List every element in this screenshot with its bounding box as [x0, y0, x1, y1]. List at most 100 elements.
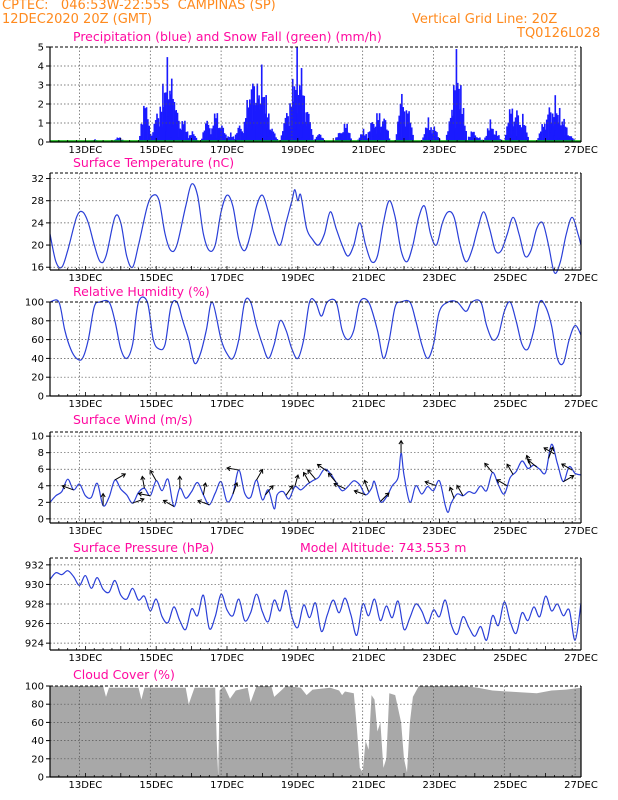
wind-arrow — [317, 464, 328, 472]
precip-bar — [432, 129, 434, 142]
precip-bar — [404, 127, 406, 142]
precip-bar — [489, 119, 492, 142]
precip-bar — [522, 113, 524, 142]
precip-bar — [465, 131, 467, 142]
precip-bar — [227, 136, 229, 142]
precip-bar — [262, 114, 265, 142]
precip-bar — [451, 118, 454, 142]
series-line — [49, 183, 582, 274]
precip-bar — [563, 118, 565, 142]
precip-bar — [485, 135, 488, 142]
precip-bar — [192, 134, 195, 142]
precip-bar — [284, 117, 287, 142]
precip-bar — [557, 138, 560, 142]
precip-bar — [518, 134, 520, 142]
precip-bar — [177, 137, 180, 142]
precip-bar — [410, 127, 413, 142]
precip-bar — [222, 127, 225, 142]
precip-bar — [317, 135, 319, 142]
precip-bar — [426, 128, 428, 142]
precip-bar — [231, 137, 233, 142]
precip-bar — [510, 113, 512, 142]
precip-bar — [477, 138, 480, 142]
precip-bar — [506, 126, 508, 142]
precip-bar — [241, 131, 244, 142]
precip-bar — [376, 113, 378, 142]
precip-bar — [298, 100, 300, 142]
precip-bar — [260, 64, 263, 142]
precip-bar — [234, 134, 237, 142]
precip-bar — [346, 123, 348, 142]
x-date-label: 25DEC — [493, 399, 527, 410]
precip-bar — [178, 132, 181, 142]
precip-bar — [169, 94, 172, 142]
precip-bar — [560, 129, 563, 142]
precip-bar — [374, 126, 377, 142]
series-line — [49, 296, 582, 366]
precip-bar — [181, 121, 184, 142]
panel-title: Cloud Cover (%) — [73, 667, 175, 682]
precip-bar — [494, 134, 496, 142]
precip-bar — [558, 107, 561, 142]
precip-bar — [153, 123, 156, 142]
x-date-label: 15DEC — [139, 526, 173, 537]
precip-bar — [162, 83, 164, 142]
precip-bar — [382, 121, 384, 142]
precip-bar — [547, 114, 549, 142]
precip-bar — [229, 132, 232, 142]
precip-bar — [567, 136, 570, 142]
header-model-id: TQ0126L028 — [517, 26, 601, 41]
precip-bar — [315, 136, 318, 142]
x-date-label: 23DEC — [423, 780, 457, 791]
y-tick-label: 0 — [38, 514, 44, 525]
wind-arrow-head — [197, 499, 203, 505]
wind-arrow — [163, 500, 175, 507]
precip-bar — [266, 117, 269, 142]
precip-bar — [260, 133, 262, 142]
wind-arrow — [354, 490, 366, 496]
precip-bar — [280, 135, 283, 142]
x-date-label: 15DEC — [139, 653, 173, 664]
y-tick-label: 20 — [31, 241, 44, 252]
precip-bar — [170, 137, 172, 142]
precip-bar — [302, 126, 305, 142]
precip-bar — [387, 130, 389, 142]
precip-bar — [348, 133, 351, 142]
y-tick-label: 100 — [25, 682, 44, 693]
panel-title: Surface Temperature (nC) — [73, 155, 234, 170]
precip-bar — [402, 107, 404, 142]
precip-bar — [510, 134, 513, 142]
precip-bar — [246, 128, 249, 142]
precip-bar — [211, 128, 213, 142]
y-tick-label: 930 — [25, 580, 44, 591]
x-date-label: 13DEC — [69, 653, 103, 664]
precip-bar — [218, 131, 221, 142]
precip-bar — [471, 132, 474, 142]
precip-bar — [539, 131, 542, 142]
precip-bar — [307, 113, 310, 142]
precip-bar — [212, 125, 215, 142]
precip-bar — [492, 135, 495, 142]
y-tick-label: 6 — [38, 465, 44, 476]
precip-bar — [422, 137, 424, 142]
precip-bar — [402, 126, 405, 142]
precip-bar — [368, 131, 371, 142]
precip-bar — [165, 92, 167, 142]
x-date-label: 15DEC — [139, 145, 173, 156]
precip-bar — [339, 132, 341, 142]
precip-bar — [401, 136, 404, 142]
precip-bar — [305, 112, 307, 142]
precip-bar — [437, 137, 440, 142]
wind-arrow-head — [149, 469, 154, 475]
precip-bar — [397, 121, 399, 142]
precip-bar — [457, 108, 460, 142]
precip-bar — [488, 130, 490, 142]
precip-bar — [550, 129, 553, 142]
x-date-label: 21DEC — [352, 399, 386, 410]
wind-arrow-head — [569, 475, 575, 480]
precip-bar — [545, 119, 548, 142]
x-date-label: 19DEC — [281, 145, 315, 156]
precip-bar — [462, 107, 465, 142]
x-date-label: 25DEC — [493, 273, 527, 284]
